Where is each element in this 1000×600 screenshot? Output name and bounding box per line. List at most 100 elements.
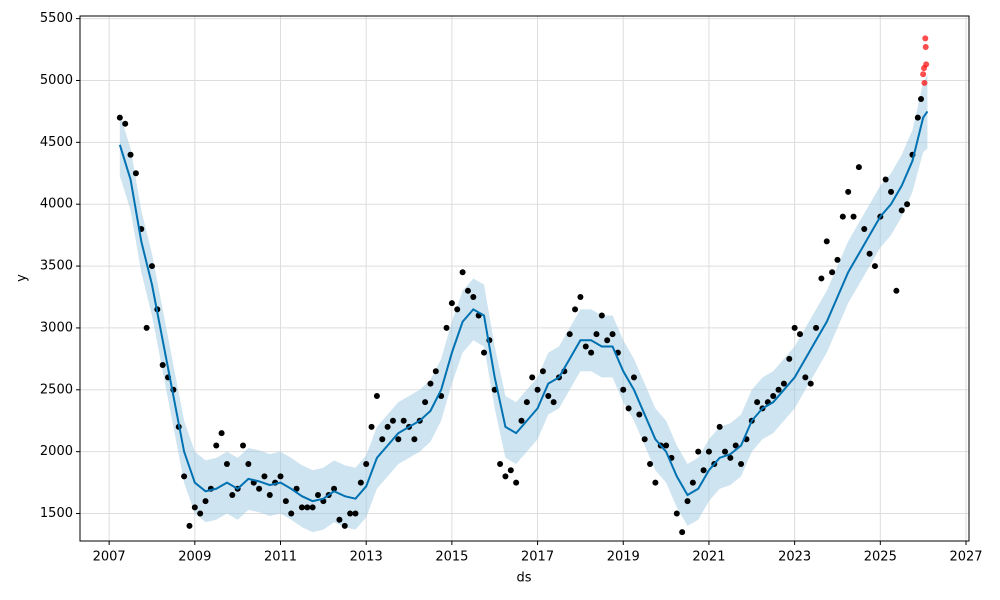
observed-point (389, 417, 396, 424)
observed-point (588, 349, 595, 356)
observed-point (609, 331, 616, 338)
observed-point (459, 269, 466, 276)
observed-point (373, 392, 380, 399)
observed-point (470, 293, 477, 300)
observed-point (861, 225, 868, 232)
observed-point (181, 473, 188, 480)
observed-point (679, 529, 686, 536)
observed-point (218, 430, 225, 437)
y-tick-label: 5500 (40, 11, 73, 26)
observed-point (454, 306, 461, 313)
observed-point (411, 436, 418, 443)
observed-point (898, 207, 905, 214)
x-tick-label: 2013 (350, 550, 383, 565)
observed-point (775, 386, 782, 393)
observed-point (331, 485, 338, 492)
observed-point (582, 343, 589, 350)
observed-point (363, 461, 370, 468)
x-tick-label: 2011 (264, 550, 297, 565)
observed-point (636, 411, 643, 418)
observed-point (716, 423, 723, 430)
observed-point (550, 399, 557, 406)
observed-point (738, 461, 745, 468)
observed-point (143, 324, 150, 331)
observed-point (148, 263, 155, 270)
x-tick-label: 2015 (435, 550, 468, 565)
observed-point (229, 491, 236, 498)
observed-point (502, 473, 509, 480)
observed-point (593, 331, 600, 338)
x-tick-label: 2009 (178, 550, 211, 565)
observed-point (481, 349, 488, 356)
observed-point (379, 436, 386, 443)
observed-point (368, 423, 375, 430)
x-tick-label: 2017 (521, 550, 554, 565)
observed-point (791, 324, 798, 331)
observed-point (598, 312, 605, 319)
observed-point (572, 306, 579, 313)
observed-point (695, 448, 702, 455)
observed-point (625, 405, 632, 412)
observed-point (223, 461, 230, 468)
observed-point (918, 96, 925, 103)
observed-point (818, 275, 825, 282)
observed-point (336, 516, 343, 523)
observed-point (673, 510, 680, 517)
observed-point (647, 461, 654, 468)
observed-point (700, 467, 707, 474)
observed-point (839, 213, 846, 220)
outlier-point (922, 35, 929, 42)
x-tick-label: 2007 (93, 550, 126, 565)
observed-point (539, 368, 546, 375)
observed-point (432, 368, 439, 375)
observed-point (304, 504, 311, 511)
observed-point (786, 355, 793, 362)
observed-point (914, 114, 921, 121)
observed-point (116, 114, 123, 121)
observed-point (347, 510, 354, 517)
y-tick-label: 2500 (40, 382, 73, 397)
observed-point (309, 504, 316, 511)
observed-point (159, 362, 166, 369)
observed-point (534, 386, 541, 393)
y-tick-label: 1500 (40, 506, 73, 521)
observed-point (240, 442, 247, 449)
observed-point (850, 213, 857, 220)
y-tick-label: 3500 (40, 259, 73, 274)
observed-point (545, 392, 552, 399)
observed-point (893, 287, 900, 294)
x-tick-label: 2025 (864, 550, 897, 565)
x-axis-label: ds (516, 571, 531, 586)
observed-point (282, 498, 289, 505)
observed-point (427, 380, 434, 387)
observed-point (213, 442, 220, 449)
observed-point (132, 170, 139, 177)
observed-point (127, 151, 134, 158)
y-tick-label: 4500 (40, 135, 73, 150)
observed-point (823, 238, 830, 245)
x-tick-label: 2021 (692, 550, 725, 565)
observed-point (807, 380, 814, 387)
y-tick-label: 4000 (40, 197, 73, 212)
observed-point (507, 467, 514, 474)
observed-point (641, 436, 648, 443)
observed-point (727, 454, 734, 461)
observed-point (513, 479, 520, 486)
observed-point (882, 176, 889, 183)
observed-point (802, 374, 809, 381)
forecast-line (118, 110, 929, 503)
observed-point (186, 522, 193, 529)
observed-point (770, 392, 777, 399)
observed-point (122, 120, 129, 127)
observed-point (855, 164, 862, 171)
observed-point (796, 331, 803, 338)
observed-point (197, 510, 204, 517)
observed-point (663, 442, 670, 449)
observed-point (630, 374, 637, 381)
observed-point (443, 324, 450, 331)
y-axis-label: y (15, 274, 30, 282)
observed-point (529, 374, 536, 381)
plot-frame (79, 15, 970, 542)
observed-point (191, 504, 198, 511)
observed-point (871, 263, 878, 270)
